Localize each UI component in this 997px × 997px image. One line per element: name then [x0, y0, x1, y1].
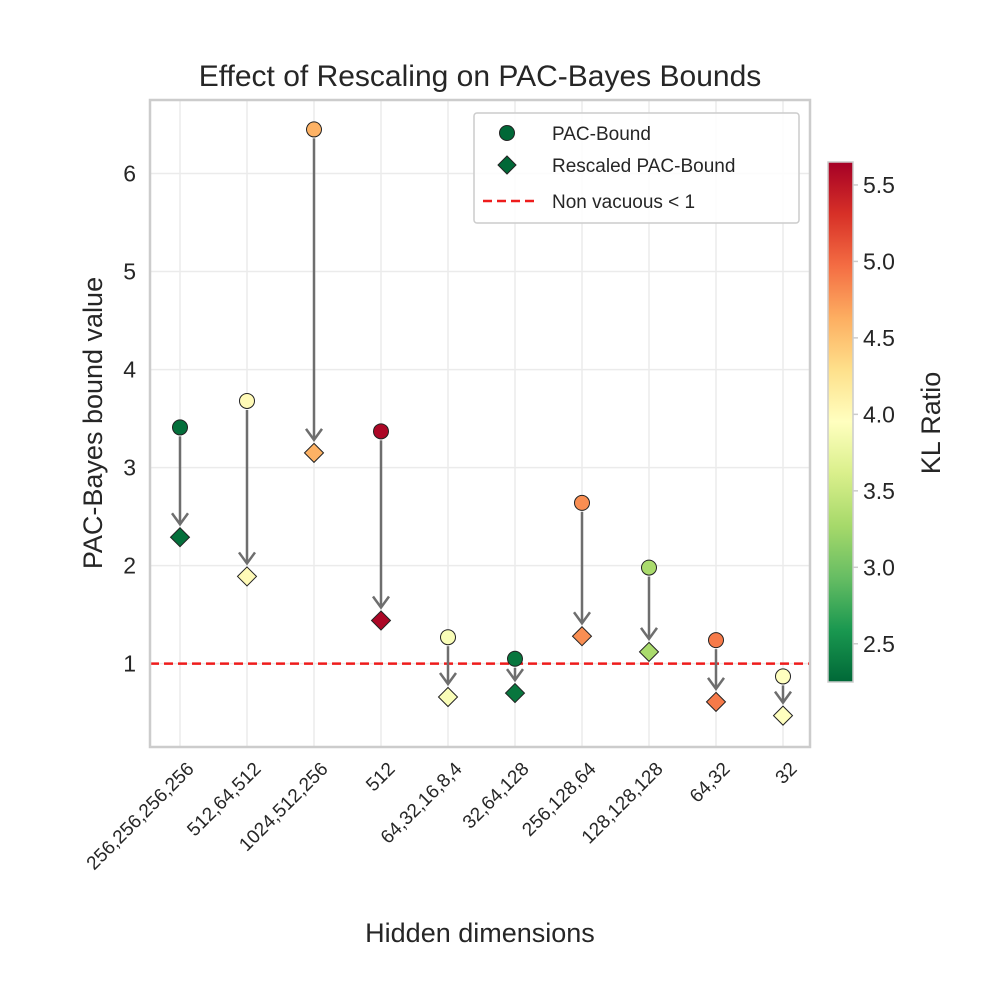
y-tick-label: 3: [123, 455, 136, 481]
legend-nonvacuous-label: Non vacuous < 1: [552, 192, 695, 213]
rescale-arrow: [237, 409, 257, 566]
pac-bound-point: [574, 494, 590, 511]
legend-frame: [473, 112, 800, 224]
x-tick-label: 32: [772, 759, 802, 789]
y-tick-label: 4: [123, 357, 136, 383]
markers-group: [169, 121, 794, 726]
colorbar-tick-label: 5.5: [863, 172, 895, 198]
rescale-arrow: [639, 576, 659, 642]
pac-bound-point: [641, 559, 657, 576]
colorbar: [827, 161, 854, 683]
pac-bound-point: [172, 419, 188, 436]
legend-rescaled-marker: [497, 155, 517, 175]
legend-pac-bound-label: PAC-Bound: [552, 124, 651, 145]
rescale-arrow: [505, 667, 525, 683]
rescale-arrow: [371, 440, 391, 610]
pac-bound-point: [306, 121, 322, 138]
pac-bound-point: [239, 392, 255, 409]
x-tick-label: 512: [362, 759, 399, 796]
colorbar-ticks: 2.5 3.0 3.5 4.0 4.5 5.0 5.5: [853, 172, 895, 657]
rescaled-pac-bound-point: [705, 691, 727, 713]
y-tick-label: 5: [123, 259, 136, 285]
rescale-arrow: [706, 649, 726, 692]
plot-frame: [148, 98, 812, 749]
colorbar-tick-label: 4.5: [863, 325, 895, 351]
pac-bound-point: [775, 668, 791, 685]
pac-bound-point: [373, 423, 389, 440]
rescaled-pac-bound-point: [571, 626, 593, 647]
y-tick-label: 1: [123, 651, 136, 677]
colorbar-tick-label: 3.0: [863, 554, 895, 580]
rescale-arrow: [572, 511, 592, 626]
rescale-arrow: [170, 436, 190, 527]
colorbar-tick-label: 3.5: [863, 478, 895, 504]
colorbar-tick-label: 4.0: [863, 401, 895, 427]
legend-rescaled-label: Rescaled PAC-Bound: [552, 156, 735, 177]
rescaled-pac-bound-point: [504, 682, 526, 704]
x-axis-label: Hidden dimensions: [365, 918, 595, 948]
rescale-arrow: [304, 138, 324, 443]
rescaled-pac-bound-point: [303, 442, 325, 464]
colorbar-label: KL Ratio: [916, 372, 946, 475]
pac-bound-point: [708, 632, 724, 649]
rescale-arrow: [773, 685, 793, 705]
y-tick-label: 6: [123, 161, 136, 187]
x-tick-label: 64,32: [686, 759, 734, 807]
rescaled-pac-bound-point: [772, 705, 794, 726]
rescaled-pac-bound-point: [638, 641, 660, 663]
arrows-group: [170, 138, 793, 705]
y-tick-label: 2: [123, 553, 136, 579]
y-axis-label: PAC-Bayes bound value: [78, 277, 108, 569]
rescaled-pac-bound-point: [169, 527, 191, 548]
x-tick-label: 256,256,256,256: [83, 759, 199, 875]
colorbar-tick-label: 5.0: [863, 248, 895, 274]
legend: PAC-Bound Rescaled PAC-Bound Non vacuous…: [473, 112, 800, 224]
rescaled-pac-bound-point: [370, 610, 392, 631]
colorbar-tick-label: 2.5: [863, 631, 895, 657]
pac-bound-point: [440, 629, 456, 646]
legend-pac-bound-marker: [499, 125, 515, 141]
rescaled-pac-bound-point: [236, 566, 258, 587]
y-tick-labels: 1 2 3 4 5 6: [123, 161, 136, 677]
rescaled-pac-bound-point: [437, 686, 459, 708]
chart-title: Effect of Rescaling on PAC-Bayes Bounds: [199, 60, 762, 93]
rescale-arrow: [438, 646, 458, 687]
pac-bound-point: [507, 650, 523, 667]
